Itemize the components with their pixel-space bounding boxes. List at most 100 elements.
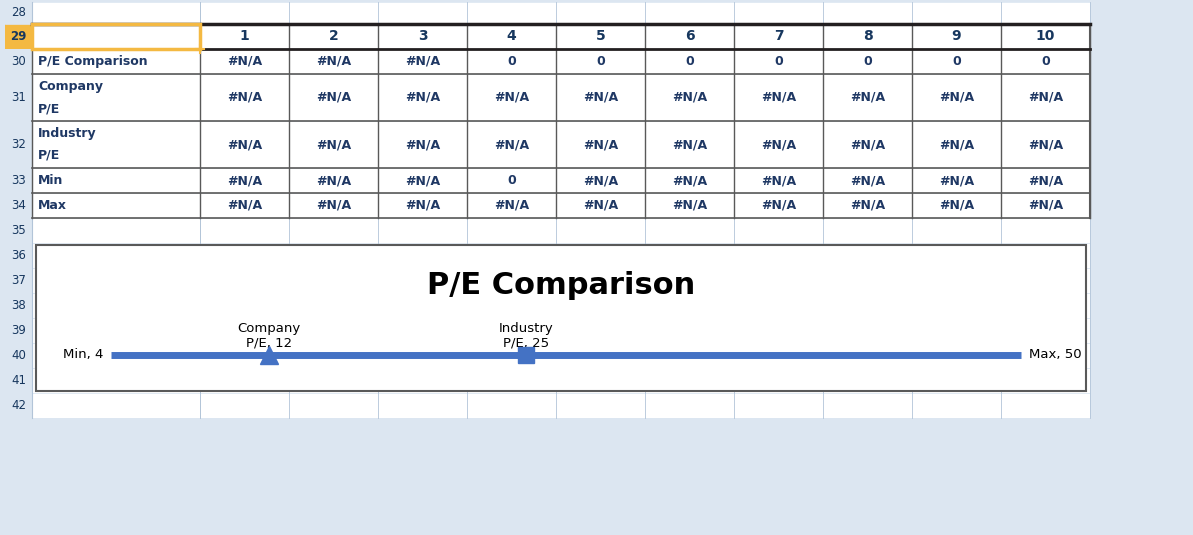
Bar	[32, 243, 200, 268]
Text: 33: 33	[11, 174, 26, 187]
Bar	[5, 393, 32, 418]
Bar	[200, 268, 1090, 293]
Text: 40: 40	[11, 349, 26, 362]
Text: 39: 39	[11, 324, 26, 337]
Bar	[32, 49, 200, 74]
Text: #N/A: #N/A	[227, 199, 262, 212]
Text: #N/A: #N/A	[316, 174, 351, 187]
Bar	[200, 49, 1090, 74]
Bar	[32, 268, 200, 293]
Text: #N/A: #N/A	[761, 199, 796, 212]
Text: #N/A: #N/A	[404, 55, 440, 68]
Text: #N/A: #N/A	[583, 138, 618, 151]
Text: #N/A: #N/A	[939, 174, 973, 187]
Bar	[5, 24, 32, 49]
Bar	[200, 243, 1090, 268]
Bar	[32, 193, 200, 218]
Text: #N/A: #N/A	[227, 174, 262, 187]
Text: #N/A: #N/A	[494, 91, 528, 104]
Text: #N/A: #N/A	[849, 199, 885, 212]
Text: #N/A: #N/A	[1028, 174, 1063, 187]
Bar	[5, 243, 32, 268]
Text: P/E, 25: P/E, 25	[503, 336, 550, 349]
Text: 0: 0	[507, 174, 515, 187]
Text: P/E Comparison: P/E Comparison	[38, 55, 148, 68]
Text: #N/A: #N/A	[1028, 138, 1063, 151]
Bar	[32, 74, 200, 121]
Bar	[200, 218, 1090, 243]
Bar	[200, 193, 1090, 218]
Text: 35: 35	[11, 224, 26, 237]
Text: 6: 6	[685, 29, 694, 43]
Text: #N/A: #N/A	[672, 91, 707, 104]
Text: #N/A: #N/A	[1028, 91, 1063, 104]
Text: Max, 50: Max, 50	[1030, 348, 1082, 361]
Bar	[36, 245, 1086, 391]
Text: #N/A: #N/A	[404, 199, 440, 212]
Bar	[32, 368, 200, 393]
Bar	[32, 24, 200, 49]
Bar	[32, 218, 200, 243]
Text: 3: 3	[418, 29, 427, 43]
Bar	[32, 318, 200, 343]
Text: 9: 9	[952, 29, 962, 43]
Text: 10: 10	[1036, 29, 1055, 43]
Text: #N/A: #N/A	[761, 138, 796, 151]
Bar	[32, 2, 200, 24]
Text: #N/A: #N/A	[316, 91, 351, 104]
Text: 30: 30	[11, 55, 26, 68]
Bar	[32, 121, 200, 168]
Text: #N/A: #N/A	[672, 199, 707, 212]
Text: 37: 37	[11, 274, 26, 287]
Bar	[32, 393, 200, 418]
Bar	[5, 343, 32, 368]
Bar	[200, 318, 1090, 343]
Bar	[200, 24, 1090, 49]
Text: #N/A: #N/A	[494, 199, 528, 212]
Text: #N/A: #N/A	[316, 138, 351, 151]
Text: #N/A: #N/A	[583, 174, 618, 187]
Bar	[5, 193, 32, 218]
Text: 2: 2	[328, 29, 339, 43]
Text: 34: 34	[11, 199, 26, 212]
Text: #N/A: #N/A	[583, 199, 618, 212]
Bar	[200, 368, 1090, 393]
Text: #N/A: #N/A	[227, 55, 262, 68]
Text: Company: Company	[38, 80, 103, 93]
Text: 0: 0	[596, 55, 605, 68]
Text: #N/A: #N/A	[583, 91, 618, 104]
Text: P/E, 12: P/E, 12	[246, 336, 292, 349]
Text: 0: 0	[952, 55, 960, 68]
Text: #N/A: #N/A	[761, 91, 796, 104]
Text: 0: 0	[1041, 55, 1050, 68]
Text: #N/A: #N/A	[939, 91, 973, 104]
Text: #N/A: #N/A	[227, 138, 262, 151]
Text: 1: 1	[240, 29, 249, 43]
Bar	[32, 293, 200, 318]
Text: #N/A: #N/A	[1028, 199, 1063, 212]
Text: 0: 0	[507, 55, 515, 68]
Bar	[32, 168, 200, 193]
Text: 29: 29	[11, 30, 26, 43]
Text: 31: 31	[11, 91, 26, 104]
Text: #N/A: #N/A	[761, 174, 796, 187]
Text: #N/A: #N/A	[404, 91, 440, 104]
Text: Industry: Industry	[38, 127, 97, 140]
Text: #N/A: #N/A	[404, 138, 440, 151]
Bar	[32, 24, 200, 49]
Text: #N/A: #N/A	[849, 91, 885, 104]
Bar	[5, 368, 32, 393]
Text: Min: Min	[38, 174, 63, 187]
Text: Industry: Industry	[499, 322, 554, 335]
Text: 7: 7	[774, 29, 784, 43]
Text: #N/A: #N/A	[494, 138, 528, 151]
Bar	[5, 121, 32, 168]
Text: #N/A: #N/A	[939, 199, 973, 212]
Bar	[200, 393, 1090, 418]
Text: #N/A: #N/A	[939, 138, 973, 151]
Text: P/E: P/E	[38, 102, 61, 115]
Text: #N/A: #N/A	[672, 174, 707, 187]
Text: 4: 4	[507, 29, 517, 43]
Text: P/E Comparison: P/E Comparison	[427, 271, 696, 300]
Bar	[200, 168, 1090, 193]
